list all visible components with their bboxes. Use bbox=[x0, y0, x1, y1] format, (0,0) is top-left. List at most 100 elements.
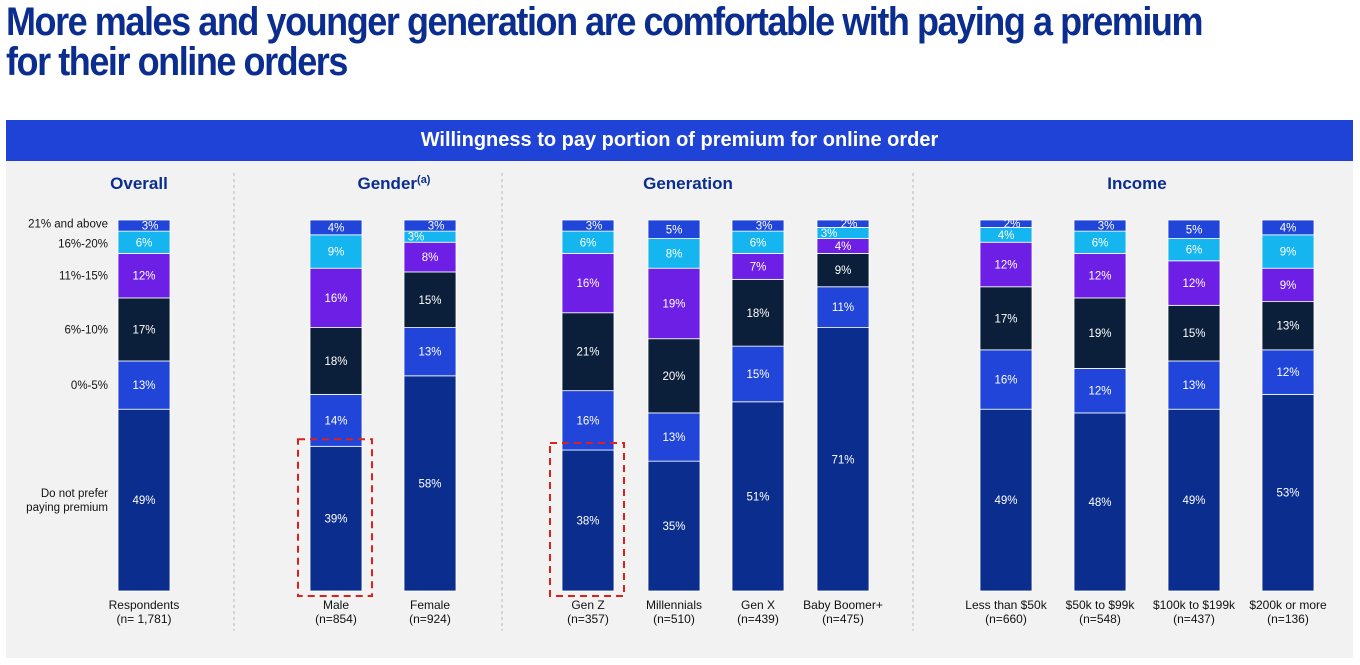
bar-segment bbox=[1167, 304, 1221, 362]
data-label: 15% bbox=[418, 295, 441, 307]
series-label: 16%-20% bbox=[58, 238, 108, 250]
x-tick-label: Gen Z bbox=[571, 598, 604, 612]
bar-segment bbox=[309, 219, 363, 236]
bar-segment bbox=[1261, 301, 1315, 351]
bar-segment bbox=[1073, 367, 1127, 414]
data-label: 4% bbox=[328, 222, 345, 234]
data-label: 3% bbox=[428, 221, 445, 233]
bar-segment bbox=[816, 286, 870, 328]
x-tick-sample-size: (n=510) bbox=[653, 612, 695, 626]
bar-segment bbox=[979, 219, 1033, 228]
x-tick-label: Gen X bbox=[741, 598, 775, 612]
series-label: 21% and above bbox=[28, 219, 108, 231]
data-label: 8% bbox=[422, 252, 439, 264]
data-label: 9% bbox=[1280, 280, 1297, 292]
x-tick-sample-size: (n=924) bbox=[409, 612, 451, 626]
data-label: 4% bbox=[998, 230, 1015, 242]
bar-segment bbox=[561, 390, 615, 451]
x-tick-sample-size: (n=136) bbox=[1267, 612, 1309, 626]
data-label: 21% bbox=[576, 347, 599, 359]
data-label: 4% bbox=[1280, 222, 1297, 234]
x-tick-sample-size: (n=357) bbox=[567, 612, 609, 626]
data-label: 5% bbox=[666, 224, 683, 236]
data-label: 2% bbox=[1004, 219, 1021, 231]
bar-segment bbox=[1261, 234, 1315, 269]
data-label: 39% bbox=[324, 514, 347, 526]
bar-segment bbox=[979, 241, 1033, 288]
data-label: 49% bbox=[132, 495, 155, 507]
data-label: 8% bbox=[666, 248, 683, 260]
bar-segment bbox=[1261, 393, 1315, 592]
bar-segment bbox=[117, 360, 171, 410]
bar-segment bbox=[403, 271, 457, 328]
data-label: 3% bbox=[408, 232, 425, 244]
bar-segment bbox=[117, 408, 171, 592]
bar-segment bbox=[117, 219, 171, 232]
bar-segment bbox=[647, 219, 701, 239]
data-label: 51% bbox=[746, 491, 769, 503]
data-label: 16% bbox=[324, 293, 347, 305]
data-label: 3% bbox=[142, 221, 159, 233]
data-label: 15% bbox=[746, 369, 769, 381]
bar-segment bbox=[647, 460, 701, 592]
bar-segment bbox=[1167, 219, 1221, 239]
data-label: 9% bbox=[835, 265, 852, 277]
x-tick-label: Male bbox=[323, 598, 349, 612]
data-label: 49% bbox=[994, 495, 1017, 507]
data-label: 12% bbox=[1276, 367, 1299, 379]
x-tick-label: Less than $50k bbox=[965, 598, 1047, 612]
data-label: 13% bbox=[1276, 321, 1299, 333]
data-label: 16% bbox=[994, 375, 1017, 387]
data-label: 6% bbox=[136, 237, 153, 249]
data-label: 18% bbox=[324, 356, 347, 368]
bar-segment bbox=[309, 445, 363, 592]
bar-segment bbox=[561, 449, 615, 592]
bar-segment bbox=[647, 412, 701, 462]
data-label: 18% bbox=[746, 308, 769, 320]
bar-segment bbox=[117, 252, 171, 299]
data-label: 9% bbox=[1280, 247, 1297, 259]
data-label: 12% bbox=[1182, 278, 1205, 290]
x-tick-label: $200k or more bbox=[1249, 598, 1327, 612]
x-tick-sample-size: (n=854) bbox=[315, 612, 357, 626]
data-label: 13% bbox=[132, 380, 155, 392]
bar-segment bbox=[731, 252, 785, 280]
data-label: 13% bbox=[418, 347, 441, 359]
data-label: 58% bbox=[418, 478, 441, 490]
bar-segment bbox=[1167, 360, 1221, 410]
series-label: 11%-15% bbox=[59, 271, 108, 283]
data-label: 3% bbox=[756, 221, 773, 233]
data-label: 13% bbox=[662, 432, 685, 444]
data-label: 20% bbox=[662, 371, 685, 383]
data-label: 12% bbox=[132, 271, 155, 283]
bar-segment bbox=[1167, 408, 1221, 592]
data-label: 4% bbox=[835, 241, 852, 253]
bar-segment bbox=[731, 345, 785, 403]
data-label: 53% bbox=[1276, 488, 1299, 500]
data-label: 3% bbox=[821, 228, 838, 240]
highlight-box bbox=[297, 438, 373, 597]
group-header: Gender(a) bbox=[358, 174, 431, 193]
bar-segment bbox=[309, 267, 363, 328]
bar-segment bbox=[1261, 219, 1315, 236]
bar-segment bbox=[309, 234, 363, 269]
data-label: 49% bbox=[1182, 495, 1205, 507]
bar-segment bbox=[1167, 260, 1221, 306]
bar-segment bbox=[647, 238, 701, 269]
data-label: 3% bbox=[1098, 221, 1115, 233]
page-title: More males and younger generation are co… bbox=[6, 0, 1203, 84]
bar-segment bbox=[561, 219, 615, 232]
bar-segment bbox=[979, 286, 1033, 351]
data-label: 35% bbox=[662, 521, 685, 533]
x-tick-label: Millennials bbox=[646, 598, 702, 612]
group-header: Generation bbox=[643, 174, 733, 193]
group-header: Overall bbox=[110, 174, 168, 193]
bar-segment bbox=[816, 252, 870, 288]
bar-segment bbox=[1073, 219, 1127, 232]
bar-segment bbox=[816, 219, 870, 228]
x-tick-sample-size: (n=439) bbox=[737, 612, 779, 626]
stacked-bar-chart: Overall 49% 13% 17% 12% 6% 3% Respondents(n= 1,… bbox=[26, 173, 1327, 631]
bar-segment bbox=[979, 408, 1033, 592]
x-tick-label: $50k to $99k bbox=[1066, 598, 1136, 612]
bar-segment bbox=[1073, 297, 1127, 369]
